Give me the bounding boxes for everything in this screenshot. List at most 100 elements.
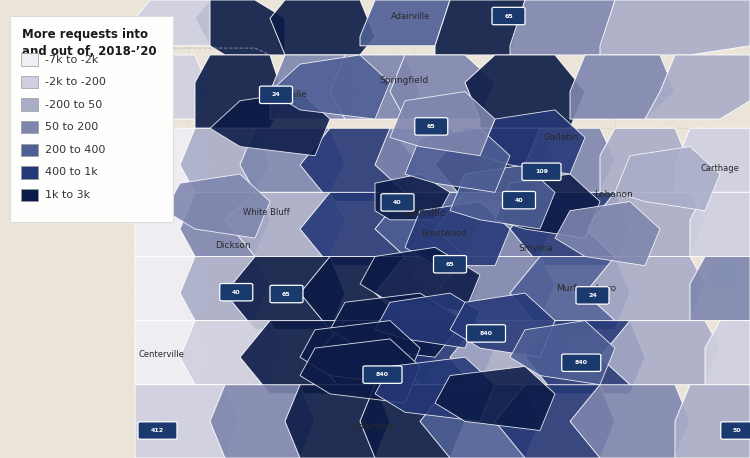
Polygon shape (195, 55, 285, 128)
Polygon shape (555, 202, 660, 266)
Polygon shape (300, 339, 420, 403)
Polygon shape (135, 0, 210, 46)
Polygon shape (435, 128, 555, 202)
Polygon shape (645, 55, 750, 119)
Bar (21, 76, 38, 88)
Polygon shape (690, 256, 750, 321)
Polygon shape (375, 174, 450, 220)
Polygon shape (300, 192, 420, 266)
Polygon shape (210, 92, 330, 156)
Text: 412: 412 (151, 428, 164, 433)
Polygon shape (375, 192, 480, 256)
Polygon shape (120, 128, 210, 192)
Polygon shape (135, 256, 210, 321)
Polygon shape (375, 293, 480, 348)
Text: 840: 840 (479, 331, 493, 336)
Text: Gallatin: Gallatin (543, 133, 579, 142)
Text: Dickson: Dickson (214, 240, 250, 250)
Polygon shape (435, 366, 555, 431)
Text: 200 to 400: 200 to 400 (45, 145, 105, 155)
Polygon shape (450, 321, 570, 394)
FancyBboxPatch shape (466, 325, 506, 342)
Polygon shape (690, 192, 750, 256)
Polygon shape (135, 55, 210, 119)
Polygon shape (585, 192, 705, 256)
Text: 40: 40 (514, 198, 523, 202)
Text: Springfield: Springfield (379, 76, 428, 85)
Polygon shape (405, 128, 510, 192)
Text: Carthage: Carthage (700, 164, 740, 173)
Text: 65: 65 (504, 14, 513, 18)
Polygon shape (525, 128, 615, 192)
Text: 24: 24 (588, 293, 597, 298)
Polygon shape (390, 92, 495, 156)
Polygon shape (495, 174, 600, 238)
Text: 50: 50 (733, 428, 742, 433)
Polygon shape (135, 192, 210, 256)
Polygon shape (600, 321, 720, 385)
Polygon shape (180, 128, 270, 192)
Polygon shape (210, 385, 315, 458)
Polygon shape (300, 128, 420, 202)
Text: 400 to 1k: 400 to 1k (45, 168, 98, 177)
Polygon shape (675, 385, 750, 458)
Text: Adairville: Adairville (392, 11, 430, 21)
Bar (21, 98, 38, 111)
Text: Nashville: Nashville (401, 208, 446, 218)
Polygon shape (330, 55, 420, 119)
Polygon shape (510, 0, 615, 55)
FancyBboxPatch shape (433, 256, 466, 273)
Text: Clarksville: Clarksville (260, 90, 307, 99)
Polygon shape (585, 256, 705, 321)
FancyBboxPatch shape (492, 7, 525, 25)
Polygon shape (180, 192, 270, 256)
Polygon shape (135, 385, 240, 458)
Polygon shape (180, 321, 285, 385)
Bar (21, 189, 38, 201)
Text: 40: 40 (393, 200, 402, 205)
Polygon shape (435, 192, 555, 256)
Text: -2k to -200: -2k to -200 (45, 77, 106, 87)
Text: 109: 109 (535, 169, 548, 174)
FancyBboxPatch shape (220, 284, 253, 301)
Bar (0, 0, 131, 458)
Polygon shape (435, 0, 525, 55)
Text: -7k to -2k: -7k to -2k (45, 55, 98, 65)
FancyBboxPatch shape (363, 366, 402, 383)
FancyBboxPatch shape (415, 118, 448, 135)
FancyBboxPatch shape (10, 16, 173, 222)
Polygon shape (195, 0, 285, 55)
Bar (21, 121, 38, 133)
Polygon shape (450, 293, 555, 357)
Polygon shape (450, 165, 555, 229)
Polygon shape (420, 385, 540, 458)
Polygon shape (360, 0, 450, 46)
Bar (21, 144, 38, 156)
Polygon shape (465, 55, 585, 128)
Polygon shape (525, 321, 645, 394)
Polygon shape (180, 256, 270, 321)
Bar (21, 53, 38, 66)
Polygon shape (435, 256, 555, 321)
Text: 40: 40 (232, 290, 241, 294)
Text: 65: 65 (282, 292, 291, 296)
Polygon shape (615, 147, 720, 211)
Polygon shape (240, 128, 345, 192)
Polygon shape (360, 385, 465, 458)
Text: 65: 65 (427, 124, 436, 129)
Polygon shape (330, 293, 465, 357)
Polygon shape (570, 385, 690, 458)
Text: Brentwood: Brentwood (422, 229, 466, 238)
Polygon shape (510, 256, 630, 330)
Text: 840: 840 (376, 372, 389, 377)
Polygon shape (390, 321, 495, 385)
Polygon shape (375, 128, 480, 192)
Ellipse shape (709, 261, 739, 289)
Polygon shape (270, 55, 390, 119)
Text: 1k to 3k: 1k to 3k (45, 190, 90, 200)
Text: More requests into
and out of, 2018-’20: More requests into and out of, 2018-’20 (22, 28, 158, 58)
Polygon shape (495, 385, 615, 458)
Polygon shape (285, 385, 390, 458)
Polygon shape (165, 174, 270, 238)
Polygon shape (375, 357, 495, 421)
